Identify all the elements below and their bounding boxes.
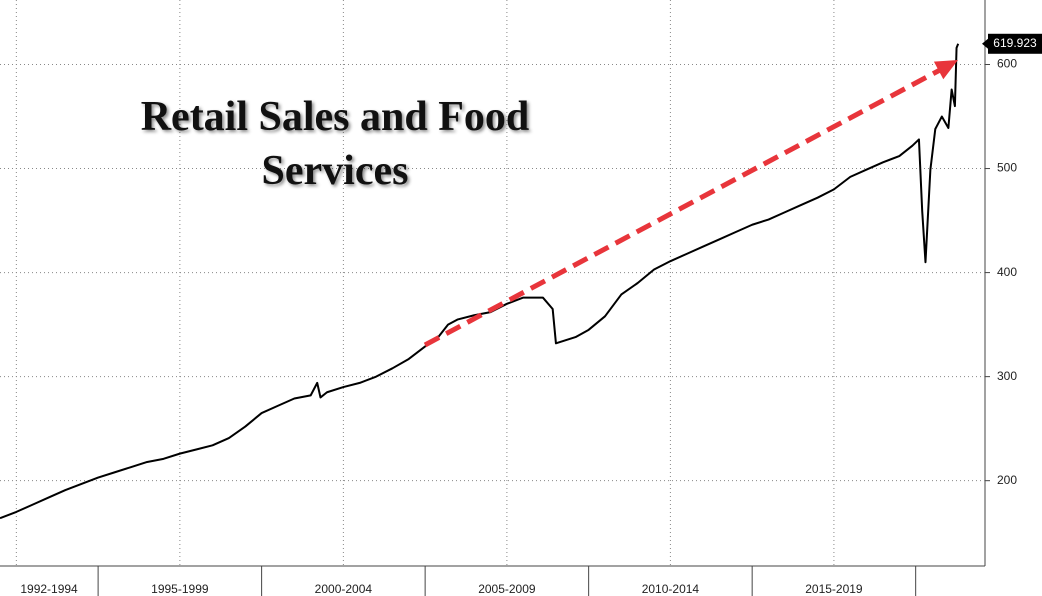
y-tick-label: 600 [997,57,1017,71]
chart-title: Retail Sales and Food Services [140,94,530,194]
trend-arrow [423,60,958,348]
y-tick-label: 500 [997,161,1017,175]
last-value-label: 619.923 [993,36,1037,50]
y-tick-label: 200 [997,473,1017,487]
arrow-head [933,60,958,80]
x-tick-label: 1992-1994 [20,582,78,596]
arrow-shaft [423,67,942,348]
x-tick-label: 2005-2009 [478,582,536,596]
last-value-pointer [982,38,988,49]
plot-area [0,0,985,566]
x-tick-label: 2010-2014 [642,582,700,596]
last-value-box [988,33,1042,54]
x-tick-label: 2015-2019 [805,582,863,596]
y-tick-label: 300 [997,369,1017,383]
x-tick-label: 2000-2004 [315,582,373,596]
y-tick-label: 400 [997,265,1017,279]
data-line [0,43,960,520]
x-tick-label: 1995-1999 [151,582,209,596]
